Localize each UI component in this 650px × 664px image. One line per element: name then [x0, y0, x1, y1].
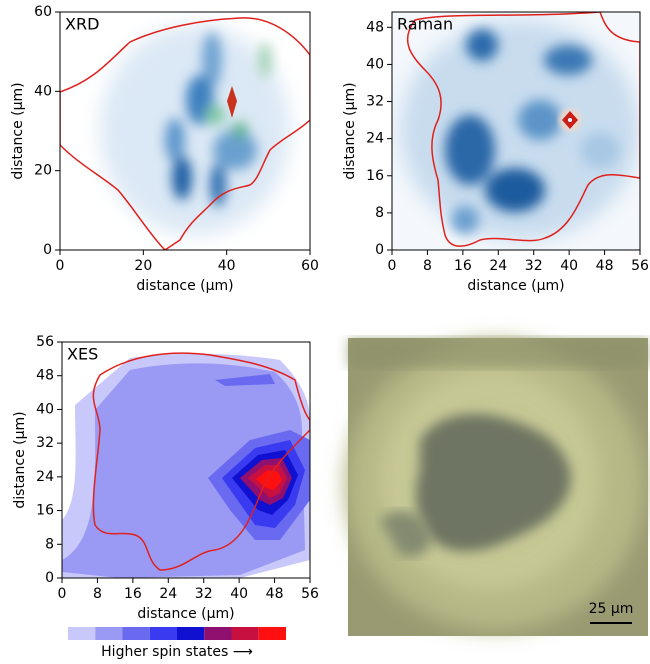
- panel-title: XES: [67, 345, 98, 364]
- x-tick-label: 0: [56, 258, 65, 274]
- panel-title: Raman: [397, 15, 453, 34]
- y-tick-label: 40: [366, 56, 384, 72]
- y-tick-label: 0: [43, 242, 52, 258]
- colorbar-swatch: [122, 627, 150, 640]
- x-tick-label: 56: [301, 586, 319, 602]
- x-tick-label: 32: [195, 586, 213, 602]
- micrograph: [345, 338, 648, 636]
- colorbar-swatch: [258, 627, 286, 640]
- scale-bar-label: 25 µm: [589, 601, 634, 617]
- y-tick-label: 20: [34, 163, 52, 179]
- colorbar-label: Higher spin states ⟶: [101, 644, 253, 660]
- x-tick-label: 0: [388, 258, 397, 274]
- colorbar-swatch: [95, 627, 123, 640]
- x-tick-label: 24: [489, 258, 507, 274]
- y-tick-label: 40: [34, 83, 52, 99]
- axes-frame: [391, 11, 641, 251]
- x-tick-label: 32: [525, 258, 543, 274]
- y-tick-label: 8: [45, 536, 54, 552]
- y-tick-label: 0: [45, 570, 54, 586]
- colorbar-swatch: [68, 627, 96, 640]
- y-tick-label: 60: [34, 4, 52, 20]
- y-tick-label: 40: [36, 401, 54, 417]
- x-tick-label: 48: [596, 258, 614, 274]
- colorbar-swatch: [149, 627, 177, 640]
- x-tick-label: 40: [560, 258, 578, 274]
- colorbar-swatch: [231, 627, 259, 640]
- x-tick-label: 40: [230, 586, 248, 602]
- x-tick-label: 24: [159, 586, 177, 602]
- xrd-map: [60, 17, 310, 250]
- x-tick-label: 8: [93, 586, 102, 602]
- x-tick-label: 0: [58, 586, 67, 602]
- x-tick-label: 48: [266, 586, 284, 602]
- axes-frame: [61, 341, 311, 579]
- y-tick-label: 32: [36, 435, 54, 451]
- panel-title: XRD: [65, 15, 99, 34]
- y-tick-label: 8: [375, 205, 384, 221]
- x-tick-label: 16: [124, 586, 142, 602]
- x-axis-label: distance (μm): [467, 278, 564, 294]
- y-tick-label: 24: [36, 469, 54, 485]
- x-axis-label: distance (μm): [137, 606, 234, 622]
- x-tick-label: 40: [218, 258, 236, 274]
- x-axis-label: distance (μm): [136, 278, 233, 294]
- y-tick-label: 24: [366, 131, 384, 147]
- x-tick-label: 20: [134, 258, 152, 274]
- xes-map: [62, 352, 310, 578]
- x-tick-label: 16: [454, 258, 472, 274]
- y-tick-label: 16: [366, 168, 384, 184]
- y-tick-label: 0: [375, 242, 384, 258]
- y-axis-label: distance (μm): [342, 82, 358, 179]
- y-tick-label: 56: [36, 334, 54, 350]
- x-tick-label: 56: [631, 258, 649, 274]
- colorbar-swatch: [204, 627, 232, 640]
- raman-map: [392, 12, 640, 250]
- axes-frame: [59, 11, 311, 251]
- y-tick-label: 48: [36, 368, 54, 384]
- x-tick-label: 8: [423, 258, 432, 274]
- y-tick-label: 32: [366, 94, 384, 110]
- x-tick-label: 60: [301, 258, 319, 274]
- y-tick-label: 48: [366, 19, 384, 35]
- y-axis-label: distance (μm): [12, 411, 28, 508]
- y-tick-label: 16: [36, 503, 54, 519]
- colorbar-swatch: [177, 627, 205, 640]
- y-axis-label: distance (μm): [10, 82, 26, 179]
